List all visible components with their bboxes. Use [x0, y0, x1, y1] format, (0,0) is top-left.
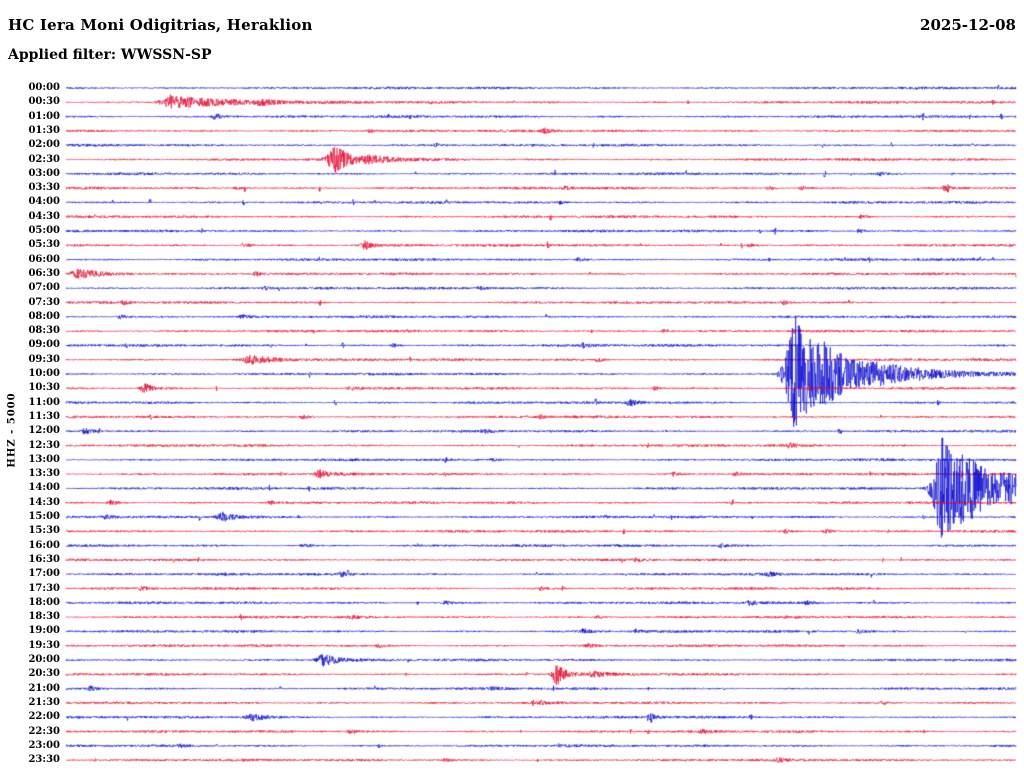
- seismogram-traces-canvas: [0, 0, 1024, 780]
- helicorder-page: HC Iera Moni Odigitrias, Heraklion 2025-…: [0, 0, 1024, 780]
